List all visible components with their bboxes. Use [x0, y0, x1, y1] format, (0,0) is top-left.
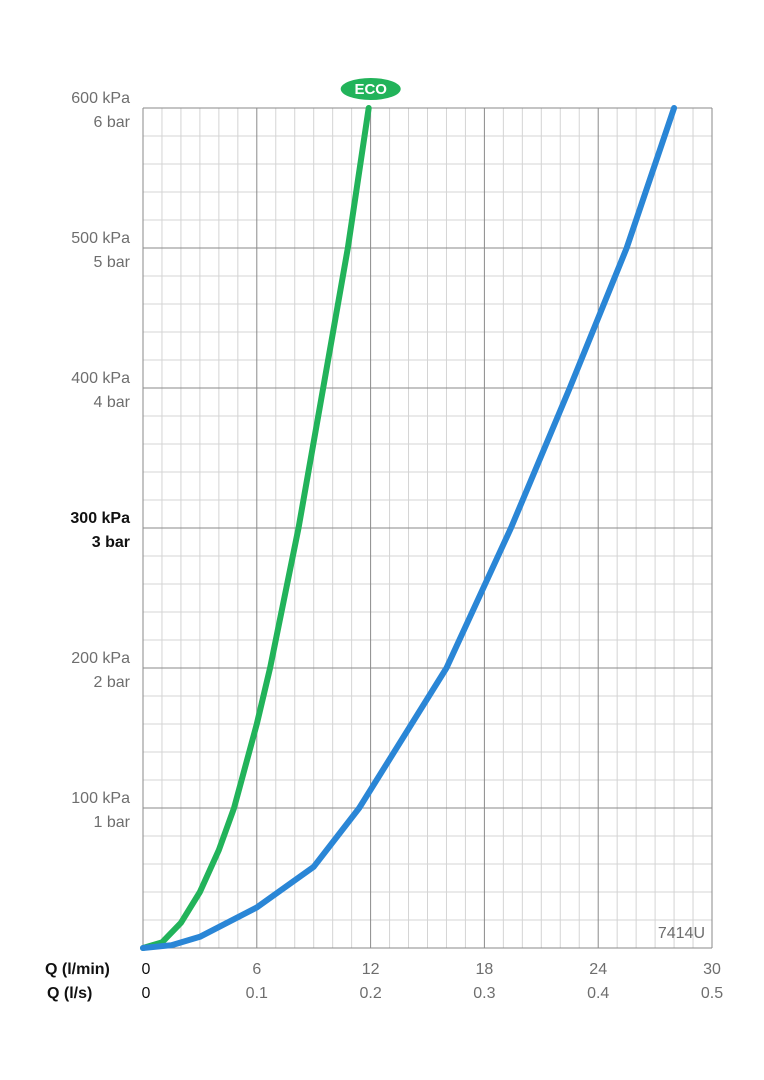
- model-label: 7414U: [658, 925, 705, 942]
- series-line: [140, 105, 372, 951]
- x2-tick-label: 0.3: [473, 985, 495, 1002]
- y-tick-label: 500 kPa: [71, 230, 130, 247]
- series-name: ECO: [354, 81, 387, 98]
- y-tick-label-bar: 4 bar: [94, 394, 131, 411]
- x2-tick-label: 0: [142, 985, 151, 1002]
- y-tick-label-bar: 1 bar: [94, 814, 131, 831]
- series-line: [140, 105, 678, 951]
- x-tick-label: 30: [703, 961, 721, 978]
- y-tick-label: 200 kPa: [71, 650, 130, 667]
- x-tick-label: 12: [362, 961, 380, 978]
- x-tick-label: 18: [476, 961, 494, 978]
- x-tick-label: 0: [142, 961, 151, 978]
- y-tick-label-bar: 6 bar: [94, 114, 131, 131]
- x2-tick-label: 0.5: [701, 985, 723, 1002]
- x2-axis-label: Q (l/s): [47, 985, 92, 1002]
- y-tick-label: 400 kPa: [71, 370, 130, 387]
- y-tick-label-bar: 3 bar: [92, 534, 130, 551]
- x-tick-label: 6: [252, 961, 261, 978]
- series-badge: [340, 78, 401, 100]
- y-tick-label: 300 kPa: [70, 510, 130, 527]
- x2-tick-label: 0.4: [587, 985, 609, 1002]
- x-tick-label: 24: [589, 961, 607, 978]
- x2-tick-label: 0.1: [246, 985, 268, 1002]
- y-tick-label-bar: 2 bar: [94, 674, 131, 691]
- y-tick-label: 100 kPa: [71, 790, 130, 807]
- x2-tick-label: 0.2: [359, 985, 381, 1002]
- y-tick-label-bar: 5 bar: [94, 254, 131, 271]
- x-axis-label: Q (l/min): [45, 961, 110, 978]
- y-tick-label: 600 kPa: [71, 90, 130, 107]
